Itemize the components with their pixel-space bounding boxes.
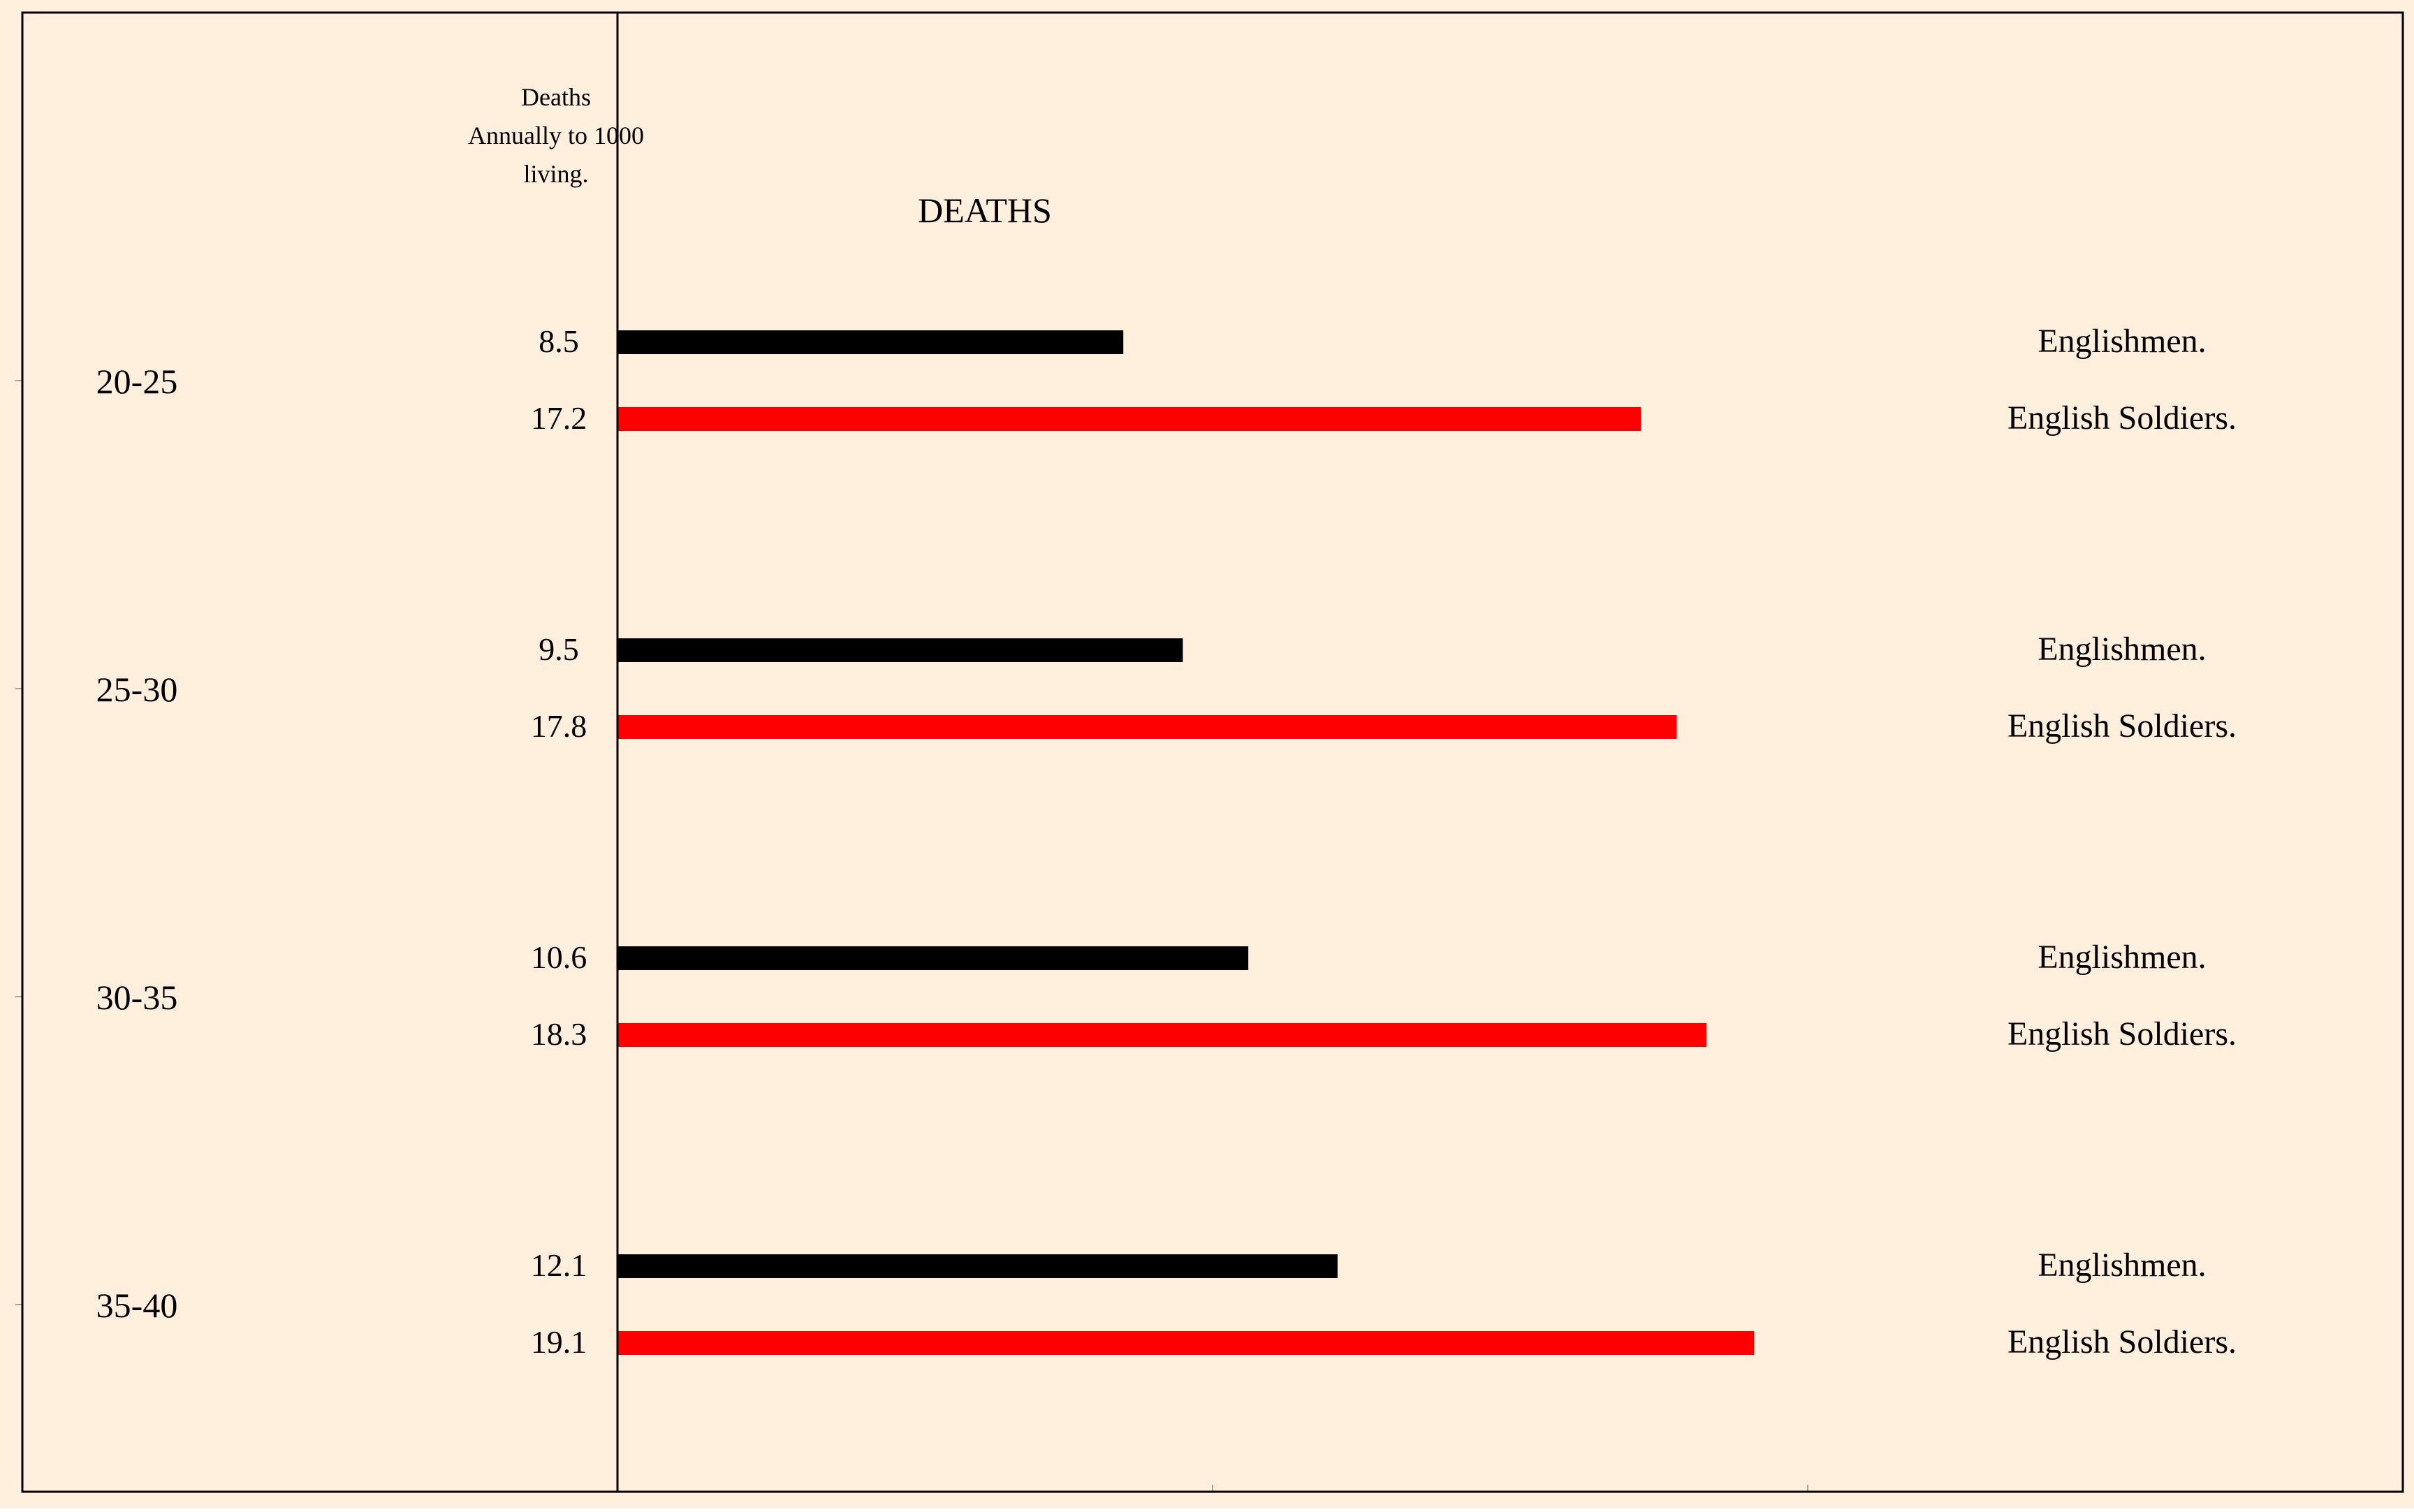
value-label: 12.1 bbox=[531, 1247, 587, 1283]
category-label: 35-40 bbox=[96, 1286, 178, 1325]
bar bbox=[617, 946, 1249, 970]
labels: 20-25 8.5 Englishmen. 17.2 English Soldiers.… bbox=[96, 323, 2237, 1360]
bar bbox=[617, 638, 1183, 662]
value-label: 9.5 bbox=[539, 631, 579, 667]
series-label: English Soldiers. bbox=[2007, 1323, 2237, 1360]
bar bbox=[617, 407, 1641, 431]
series-label: English Soldiers. bbox=[2007, 399, 2237, 436]
bar bbox=[617, 715, 1677, 739]
y-axis-label: Deaths Annually to 1000 living. bbox=[468, 83, 644, 188]
y-axis-label-line: living. bbox=[523, 160, 588, 188]
series-label: Englishmen. bbox=[2038, 631, 2206, 668]
value-label: 17.2 bbox=[531, 400, 587, 436]
series-label: English Soldiers. bbox=[2007, 1015, 2237, 1052]
value-label: 8.5 bbox=[539, 323, 579, 359]
y-axis-label-line: Deaths bbox=[521, 83, 591, 111]
bar bbox=[617, 330, 1124, 354]
value-label: 17.8 bbox=[531, 708, 587, 744]
bar bbox=[617, 1023, 1707, 1047]
y-axis-label-line: Annually to 1000 bbox=[468, 122, 644, 149]
value-label: 18.3 bbox=[531, 1016, 587, 1052]
bars bbox=[617, 330, 1755, 1355]
series-label: English Soldiers. bbox=[2007, 707, 2237, 744]
plot-frame bbox=[21, 11, 2404, 1493]
bar bbox=[617, 1254, 1338, 1278]
bar bbox=[617, 1331, 1755, 1355]
category-label: 20-25 bbox=[96, 362, 178, 401]
category-label: 30-35 bbox=[96, 978, 178, 1017]
category-label: 25-30 bbox=[96, 670, 178, 709]
value-label: 10.6 bbox=[531, 939, 587, 975]
chart-title: DEATHS bbox=[918, 191, 1052, 230]
value-label: 19.1 bbox=[531, 1324, 587, 1360]
series-label: Englishmen. bbox=[2038, 323, 2206, 360]
series-label: Englishmen. bbox=[2038, 1247, 2206, 1284]
series-label: Englishmen. bbox=[2038, 939, 2206, 976]
